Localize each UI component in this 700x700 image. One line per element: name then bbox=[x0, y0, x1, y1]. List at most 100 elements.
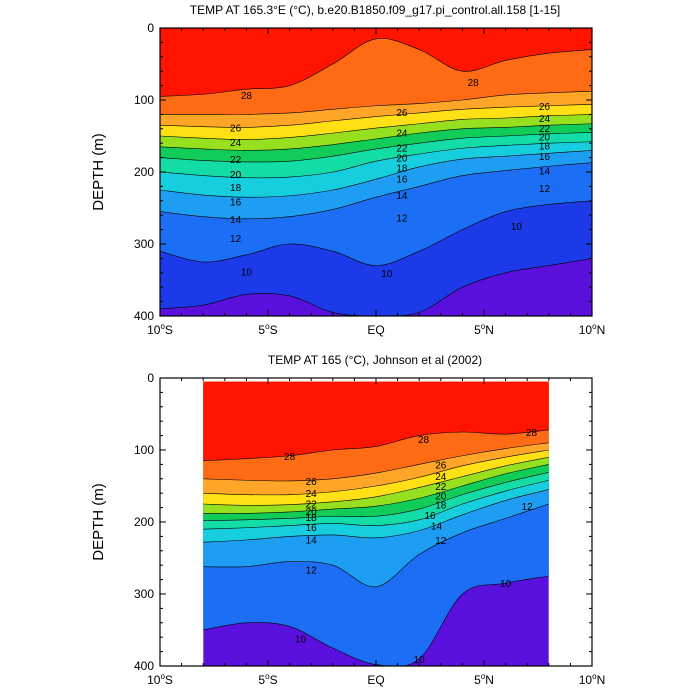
model-x-tick-label: 10oN bbox=[579, 322, 605, 337]
model-contour-label-12: 12 bbox=[230, 234, 242, 245]
observation-contour-label-26: 26 bbox=[435, 460, 447, 471]
observation-isotherm-28 bbox=[203, 429, 549, 462]
observation-panel: TEMP AT 165 (°C), Johnson et al (2002) D… bbox=[90, 353, 605, 687]
observation-contour-label-24: 24 bbox=[435, 472, 447, 483]
observation-isotherm-24 bbox=[203, 449, 549, 496]
observation-y-tick-label: 0 bbox=[147, 371, 154, 385]
observation-contour-label-12: 12 bbox=[435, 536, 447, 547]
model-contour-label-16: 16 bbox=[396, 174, 408, 185]
observation-isotherm-18 bbox=[203, 472, 549, 521]
model-contour-label-20: 20 bbox=[539, 133, 551, 144]
model-x-tick-label: 10oS bbox=[147, 322, 173, 337]
model-y-tick-label: 0 bbox=[147, 21, 154, 35]
model-band-above-28 bbox=[160, 28, 592, 97]
model-contour-label-26: 26 bbox=[539, 102, 551, 113]
model-y-axis-label: DEPTH (m) bbox=[90, 133, 107, 211]
observation-x-tick-label: EQ bbox=[367, 673, 384, 687]
model-contour-label-28: 28 bbox=[241, 91, 253, 102]
model-y-tick-label: 200 bbox=[134, 165, 154, 179]
model-panel: TEMP AT 165.3°E (°C), b.e20.B1850.f09_g1… bbox=[90, 3, 605, 337]
model-y-tick-label: 100 bbox=[134, 93, 154, 107]
model-isotherm-24 bbox=[160, 104, 592, 128]
observation-contour-label-12: 12 bbox=[306, 566, 318, 577]
observation-y-axis-label: DEPTH (m) bbox=[90, 483, 107, 561]
observation-contour-label-18: 18 bbox=[435, 501, 447, 512]
model-contour-label-24: 24 bbox=[539, 114, 551, 125]
observation-isotherm-22 bbox=[203, 456, 549, 506]
observation-contour-label-20: 20 bbox=[435, 491, 447, 502]
observation-contour-label-10: 10 bbox=[295, 635, 307, 646]
observation-y-tick-label: 400 bbox=[134, 659, 154, 673]
observation-isotherm-16 bbox=[203, 479, 549, 530]
model-contour-label-18: 18 bbox=[539, 141, 551, 152]
model-isotherm-14 bbox=[160, 150, 592, 198]
observation-contour-label-12: 12 bbox=[522, 502, 534, 513]
observation-contour-label-28: 28 bbox=[284, 452, 296, 463]
model-contour-label-22: 22 bbox=[230, 155, 242, 166]
observation-contour-label-28: 28 bbox=[526, 428, 538, 439]
observation-contour-label-16: 16 bbox=[306, 523, 318, 534]
observation-y-tick-label: 300 bbox=[134, 587, 154, 601]
model-contour-label-12: 12 bbox=[396, 213, 408, 224]
observation-isotherm-26 bbox=[203, 442, 549, 482]
model-isotherm-26 bbox=[160, 91, 592, 115]
observation-contour-label-14: 14 bbox=[306, 535, 318, 546]
model-contour-label-20: 20 bbox=[230, 170, 242, 181]
observation-x-tick-label: 10oS bbox=[147, 672, 173, 687]
model-filled-contours bbox=[160, 28, 592, 316]
model-contour-label-26: 26 bbox=[230, 123, 242, 134]
model-contour-label-28: 28 bbox=[468, 78, 480, 89]
observation-isotherm-14 bbox=[203, 489, 549, 543]
model-contour-label-24: 24 bbox=[396, 128, 408, 139]
observation-contour-label-18: 18 bbox=[306, 513, 318, 524]
observation-contour-label-10: 10 bbox=[414, 655, 426, 666]
model-contour-label-18: 18 bbox=[230, 183, 242, 194]
observation-contour-label-10: 10 bbox=[500, 579, 512, 590]
model-contour-label-14: 14 bbox=[396, 191, 408, 202]
model-isotherm-22 bbox=[160, 114, 592, 140]
model-contour-label-16: 16 bbox=[230, 198, 242, 209]
observation-x-tick-label: 10oN bbox=[579, 672, 605, 687]
model-contour-label-14: 14 bbox=[230, 215, 242, 226]
observation-y-tick-label: 200 bbox=[134, 515, 154, 529]
observation-band-above-28 bbox=[203, 381, 549, 461]
model-y-tick-label: 300 bbox=[134, 237, 154, 251]
model-contour-label-26: 26 bbox=[396, 108, 408, 119]
observation-panel-title: TEMP AT 165 (°C), Johnson et al (2002) bbox=[268, 353, 482, 367]
observation-filled-contours bbox=[203, 381, 549, 666]
observation-contour-label-14: 14 bbox=[431, 522, 443, 533]
observation-contour-label-22: 22 bbox=[306, 499, 318, 510]
model-contour-label-14: 14 bbox=[539, 167, 551, 178]
model-x-tick-label: 5oS bbox=[258, 322, 277, 337]
model-isotherm-20 bbox=[160, 123, 592, 151]
observation-x-tick-label: 5oS bbox=[258, 672, 277, 687]
model-isotherm-28 bbox=[160, 38, 592, 97]
model-contour-label-22: 22 bbox=[396, 144, 408, 155]
model-isotherm-8 bbox=[160, 258, 592, 316]
model-isotherm-16 bbox=[160, 141, 592, 179]
model-panel-title: TEMP AT 165.3°E (°C), b.e20.B1850.f09_g1… bbox=[190, 3, 561, 17]
model-isotherm-18 bbox=[160, 132, 592, 163]
observation-y-tick-label: 100 bbox=[134, 443, 154, 457]
observation-contour-label-28: 28 bbox=[418, 435, 430, 446]
observation-isotherm-12 bbox=[203, 503, 549, 588]
model-contour-label-16: 16 bbox=[539, 152, 551, 163]
observation-contour-label-24: 24 bbox=[306, 489, 318, 500]
model-contour-label-20: 20 bbox=[396, 154, 408, 165]
observation-contour-label-16: 16 bbox=[424, 511, 436, 522]
observation-contour-label-22: 22 bbox=[435, 482, 447, 493]
model-contour-label-10: 10 bbox=[511, 222, 523, 233]
model-x-tick-label: EQ bbox=[367, 323, 384, 337]
model-contour-label-18: 18 bbox=[396, 164, 408, 175]
model-y-tick-label: 400 bbox=[134, 309, 154, 323]
model-contour-label-12: 12 bbox=[539, 184, 551, 195]
model-x-tick-label: 5oN bbox=[474, 322, 494, 337]
observation-contour-label-20: 20 bbox=[306, 507, 318, 518]
model-contour-label-10: 10 bbox=[241, 267, 253, 278]
model-contour-label-10: 10 bbox=[381, 269, 393, 280]
observation-contour-label-26: 26 bbox=[306, 477, 318, 488]
model-isotherm-12 bbox=[160, 162, 592, 220]
model-contour-label-22: 22 bbox=[539, 124, 551, 135]
observation-x-tick-label: 5oN bbox=[474, 672, 494, 687]
